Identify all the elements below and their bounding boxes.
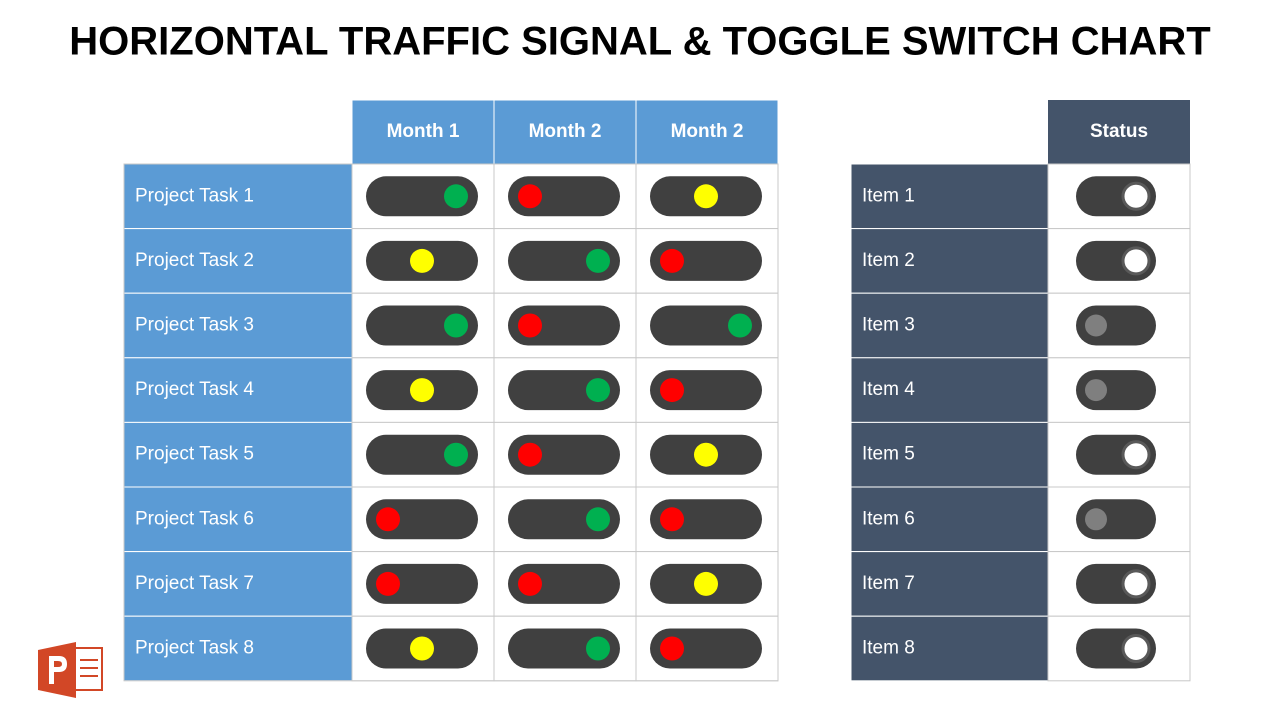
row-label: Project Task 5 bbox=[135, 444, 254, 465]
row-label-cell bbox=[123, 421, 353, 488]
signal-light bbox=[410, 248, 434, 273]
signal-light bbox=[586, 248, 610, 273]
item-label: Item 8 bbox=[862, 638, 915, 659]
row-label-cell bbox=[123, 615, 353, 682]
item-label: Item 3 bbox=[862, 315, 915, 336]
signal-light bbox=[444, 313, 468, 338]
signal-light bbox=[518, 313, 542, 338]
status-header: Status bbox=[1090, 121, 1148, 142]
table-outline bbox=[123, 163, 779, 682]
row-label: Project Task 4 bbox=[135, 379, 254, 400]
signal-light bbox=[694, 571, 718, 596]
toggle-knob-off bbox=[1085, 314, 1107, 337]
signal-light bbox=[660, 636, 684, 661]
item-label: Item 1 bbox=[862, 185, 915, 206]
item-label: Item 2 bbox=[862, 250, 915, 271]
signal-light bbox=[444, 442, 468, 467]
signal-light bbox=[586, 507, 610, 532]
signal-light bbox=[586, 378, 610, 403]
signal-light bbox=[444, 184, 468, 209]
title: HORIZONTAL TRAFFIC SIGNAL & TOGGLE SWITC… bbox=[69, 20, 1210, 64]
signal-light bbox=[410, 636, 434, 661]
item-label-cell bbox=[850, 551, 1049, 617]
row-label-cell bbox=[123, 357, 353, 423]
signal-light bbox=[660, 248, 684, 273]
row-label-cell bbox=[123, 551, 353, 617]
signal-light bbox=[728, 313, 752, 338]
row-label: Project Task 1 bbox=[135, 185, 254, 206]
row-label: Project Task 6 bbox=[135, 508, 254, 529]
toggle-knob-on bbox=[1121, 569, 1151, 599]
signal-light bbox=[694, 442, 718, 467]
item-label: Item 6 bbox=[862, 508, 915, 529]
signal-light bbox=[518, 442, 542, 467]
signal-light bbox=[518, 184, 542, 209]
item-label-cell bbox=[850, 292, 1049, 359]
item-label: Item 7 bbox=[862, 573, 915, 594]
item-label: Item 4 bbox=[862, 379, 915, 400]
row-label: Project Task 8 bbox=[135, 638, 254, 659]
toggle-knob-off bbox=[1085, 508, 1107, 531]
powerpoint-icon bbox=[38, 642, 103, 698]
column-header: Month 2 bbox=[529, 121, 602, 142]
signal-light bbox=[376, 507, 400, 532]
item-label-cell bbox=[850, 228, 1049, 294]
column-header: Month 2 bbox=[671, 121, 744, 142]
toggle-knob-on bbox=[1121, 440, 1151, 470]
row-label: Project Task 7 bbox=[135, 573, 254, 594]
item-label: Item 5 bbox=[862, 444, 915, 465]
row-label: Project Task 3 bbox=[135, 315, 254, 336]
signal-light bbox=[586, 636, 610, 661]
signal-light bbox=[518, 571, 542, 596]
toggle-knob-off bbox=[1085, 379, 1107, 402]
status-header-cell bbox=[1048, 100, 1190, 164]
signal-light bbox=[376, 571, 400, 596]
row-label-cell bbox=[123, 228, 353, 294]
item-label-cell bbox=[850, 486, 1049, 553]
signal-light bbox=[410, 378, 434, 403]
toggle-knob-on bbox=[1121, 634, 1151, 663]
column-header: Month 1 bbox=[387, 121, 460, 142]
signal-light bbox=[694, 184, 718, 209]
signal-light bbox=[660, 507, 684, 532]
toggle-knob-on bbox=[1121, 181, 1151, 211]
toggle-knob-on bbox=[1121, 246, 1151, 276]
row-label: Project Task 2 bbox=[135, 250, 254, 271]
signal-light bbox=[660, 378, 684, 403]
item-label-cell bbox=[850, 357, 1049, 423]
item-label-cell bbox=[850, 163, 1049, 230]
